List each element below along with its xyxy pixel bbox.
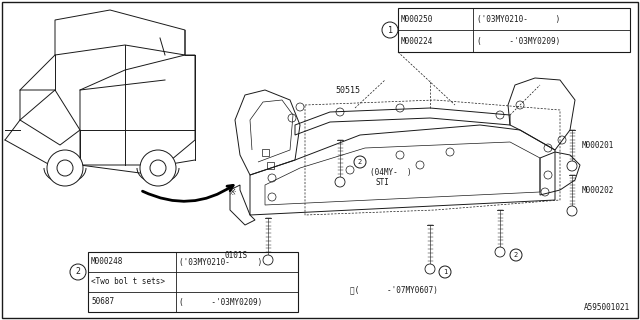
Text: M000250: M000250 [401,14,433,23]
Circle shape [567,161,577,171]
Text: (      -'03MY0209): ( -'03MY0209) [179,298,262,307]
Text: <Two bol t sets>: <Two bol t sets> [91,277,165,286]
Text: 50515: 50515 [335,86,360,95]
Circle shape [57,160,73,176]
Text: 2: 2 [514,252,518,258]
Circle shape [567,206,577,216]
Text: 1: 1 [387,26,392,35]
Text: (04MY-  ): (04MY- ) [370,167,412,177]
Text: M000201: M000201 [582,140,614,149]
Text: 2: 2 [358,159,362,165]
Circle shape [335,177,345,187]
Text: ('03MY0210-      ): ('03MY0210- ) [477,14,560,23]
Text: A595001021: A595001021 [584,303,630,312]
Text: (      -'03MY0209): ( -'03MY0209) [477,36,560,45]
Text: 50687: 50687 [91,298,114,307]
Circle shape [354,156,366,168]
Circle shape [510,249,522,261]
Circle shape [140,150,176,186]
Circle shape [439,266,451,278]
Circle shape [263,255,273,265]
Text: STI: STI [375,178,389,187]
Text: M000224: M000224 [401,36,433,45]
Circle shape [47,150,83,186]
Text: M000248: M000248 [91,258,124,267]
Text: 1: 1 [443,269,447,275]
Text: ※(      -'07MY0607): ※( -'07MY0607) [350,285,438,294]
Text: 2: 2 [76,268,81,276]
Circle shape [495,247,505,257]
Text: ('03MY0210-      ): ('03MY0210- ) [179,258,262,267]
Text: M000202: M000202 [582,186,614,195]
Circle shape [70,264,86,280]
Circle shape [425,264,435,274]
Circle shape [382,22,398,38]
Circle shape [150,160,166,176]
Text: 0101S: 0101S [225,251,248,260]
Text: ※: ※ [228,188,236,196]
